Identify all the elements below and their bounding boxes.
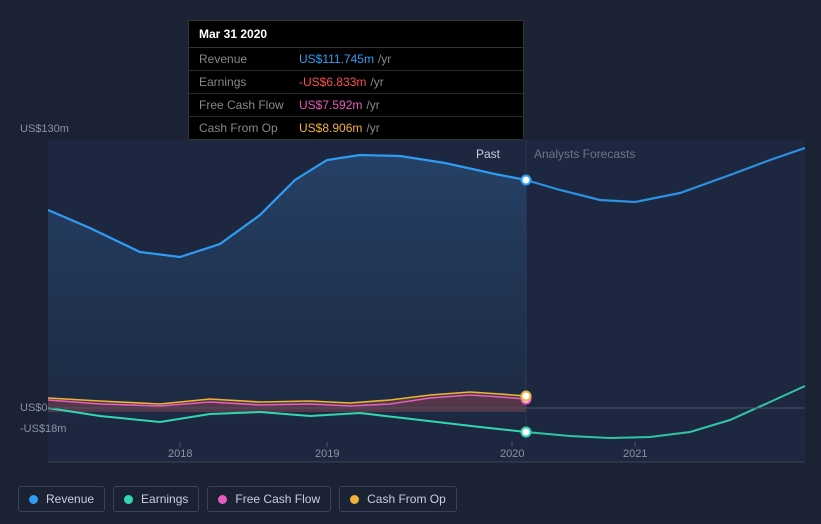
x-axis-label: 2018 — [168, 448, 192, 460]
tooltip-label: Earnings — [199, 75, 299, 89]
region-label-forecasts: Analysts Forecasts — [534, 147, 635, 161]
tooltip-label: Free Cash Flow — [199, 98, 299, 112]
tooltip-value: -US$6.833m — [299, 75, 366, 89]
tooltip-value: US$7.592m — [299, 98, 362, 112]
legend-item-revenue[interactable]: Revenue — [18, 486, 105, 512]
financial-chart: US$130m US$0 -US$18m 2018 2019 2020 2021… — [0, 0, 821, 524]
tooltip-suffix: /yr — [366, 121, 379, 135]
y-axis-label: US$0 — [20, 402, 48, 414]
y-axis-label: US$130m — [20, 123, 69, 135]
tooltip-row-cfo: Cash From Op US$8.906m /yr — [189, 117, 523, 139]
tooltip-label: Cash From Op — [199, 121, 299, 135]
tooltip-value: US$8.906m — [299, 121, 362, 135]
legend-dot-icon — [124, 495, 133, 504]
tooltip-suffix: /yr — [378, 52, 391, 66]
tooltip-value: US$111.745m — [299, 52, 374, 66]
x-axis-label: 2021 — [623, 448, 647, 460]
legend-label: Free Cash Flow — [235, 492, 320, 506]
legend-dot-icon — [350, 495, 359, 504]
region-label-past: Past — [476, 147, 500, 161]
y-axis-label: -US$18m — [20, 423, 66, 435]
tooltip-suffix: /yr — [366, 98, 379, 112]
legend-label: Revenue — [46, 492, 94, 506]
x-axis-label: 2019 — [315, 448, 339, 460]
tooltip-row-fcf: Free Cash Flow US$7.592m /yr — [189, 94, 523, 117]
tooltip-date: Mar 31 2020 — [189, 21, 523, 48]
chart-tooltip: Mar 31 2020 Revenue US$111.745m /yr Earn… — [188, 20, 524, 140]
legend-dot-icon — [29, 495, 38, 504]
tooltip-row-revenue: Revenue US$111.745m /yr — [189, 48, 523, 71]
x-axis-label: 2020 — [500, 448, 524, 460]
legend-label: Cash From Op — [367, 492, 446, 506]
tooltip-suffix: /yr — [370, 75, 383, 89]
legend-item-earnings[interactable]: Earnings — [113, 486, 199, 512]
legend-dot-icon — [218, 495, 227, 504]
legend-item-fcf[interactable]: Free Cash Flow — [207, 486, 331, 512]
legend-label: Earnings — [141, 492, 188, 506]
chart-legend: Revenue Earnings Free Cash Flow Cash Fro… — [18, 486, 457, 512]
legend-item-cfo[interactable]: Cash From Op — [339, 486, 457, 512]
tooltip-row-earnings: Earnings -US$6.833m /yr — [189, 71, 523, 94]
tooltip-label: Revenue — [199, 52, 299, 66]
